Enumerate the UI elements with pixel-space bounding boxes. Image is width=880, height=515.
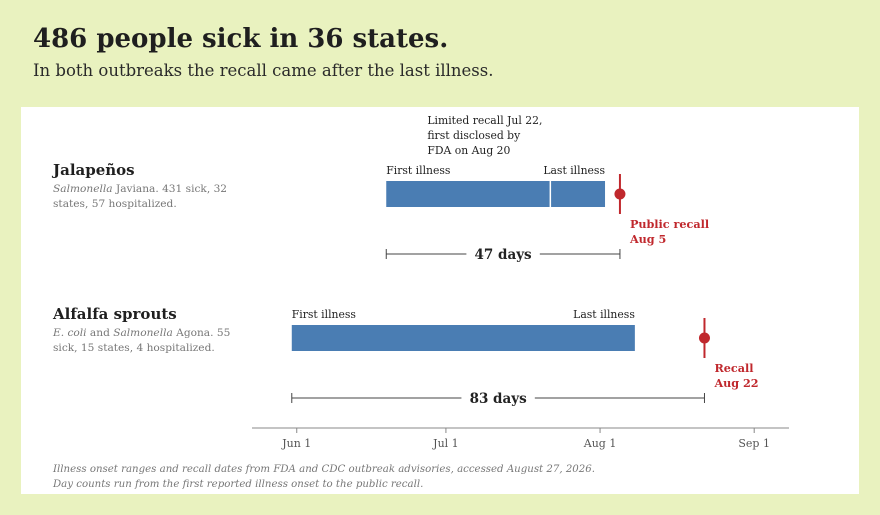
source-note-line-2: Day counts run from the first reported i… <box>53 479 424 490</box>
source-note-line-1: Illness onset ranges and recall dates fr… <box>53 464 595 475</box>
duration-label: 83 days <box>470 391 528 407</box>
limited-recall-label: Limited recall Jul 22, <box>427 114 542 127</box>
first-illness-label: First illness <box>292 308 356 321</box>
chart-panel: Jalapeños Salmonella Javiana. 431 sick, … <box>21 107 859 494</box>
row-title-alfalfa: Alfalfa sprouts <box>53 305 177 323</box>
row-desc-alfalfa: E. coli and Salmonella Agona. 55 sick, 1… <box>53 327 231 354</box>
illness-range-bar <box>386 181 606 207</box>
x-axis-tick-label: Aug 1 <box>583 437 617 450</box>
last-illness-label: Last illness <box>573 308 635 321</box>
last-illness-label: Last illness <box>543 164 605 177</box>
recall-dot <box>614 188 626 200</box>
illness-range-bar <box>291 325 635 351</box>
limited-recall-label: FDA on Aug 20 <box>427 144 510 157</box>
headline: 486 people sick in 36 states. <box>33 24 449 54</box>
x-axis-tick-label: Jul 1 <box>432 437 459 450</box>
subhead: In both outbreaks the recall came after … <box>33 61 494 80</box>
row-desc-jalapenos: Salmonella Javiana. 431 sick, 32 states,… <box>53 183 228 210</box>
first-illness-label: First illness <box>386 164 450 177</box>
x-axis-tick-label: Jun 1 <box>281 437 311 450</box>
recall-label: Public recall <box>630 217 709 231</box>
source-note: Illness onset ranges and recall dates fr… <box>53 462 595 492</box>
recall-label: Aug 22 <box>713 376 758 390</box>
recall-dot <box>698 332 710 344</box>
recall-label: Aug 5 <box>629 232 666 246</box>
duration-label: 47 days <box>475 247 533 263</box>
timeline-chart: Jun 1 Jul 1 Aug 1 Sep 1 Limited recall Jul 2… <box>252 114 789 450</box>
row-title-jalapenos: Jalapeños <box>53 161 135 179</box>
x-axis-tick-label: Sep 1 <box>738 437 770 450</box>
recall-label: Recall <box>714 361 753 375</box>
limited-recall-label: first disclosed by <box>427 129 521 142</box>
